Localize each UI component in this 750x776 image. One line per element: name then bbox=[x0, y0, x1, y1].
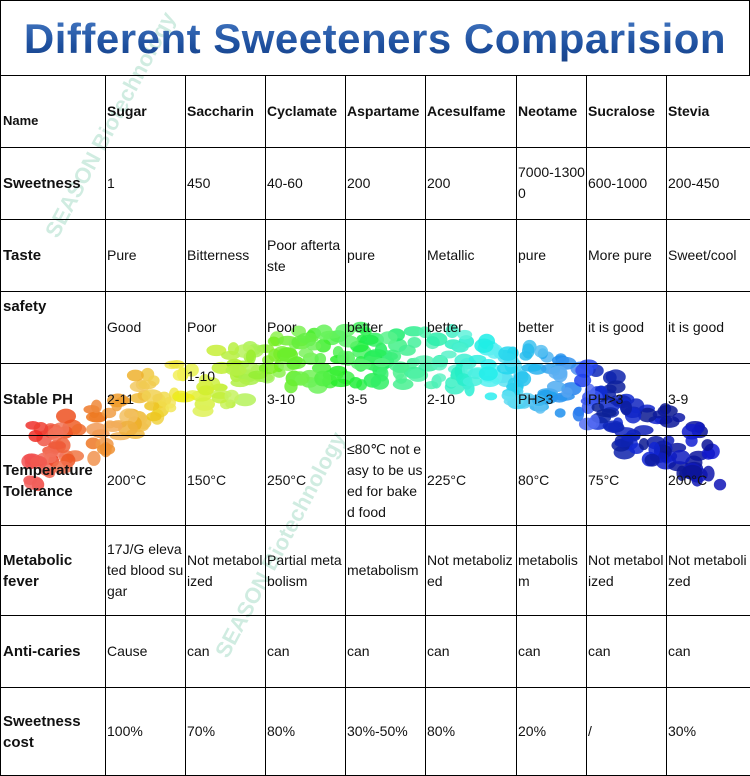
table-cell: metabolism bbox=[517, 526, 587, 616]
table-cell: 250°C bbox=[266, 436, 346, 526]
table-cell: 30% bbox=[667, 688, 750, 776]
table-cell: can bbox=[346, 616, 426, 688]
table-cell: 40-60 bbox=[266, 148, 346, 220]
table-cell: Poor bbox=[186, 292, 266, 364]
title: Different Sweeteners Comparision bbox=[0, 0, 750, 75]
table-cell: 17J/G elevated blood sugar bbox=[106, 526, 186, 616]
table-cell: better bbox=[346, 292, 426, 364]
table-cell: 3-10 bbox=[266, 364, 346, 436]
table-cell: 3-9 bbox=[667, 364, 750, 436]
table-cell: metabolism bbox=[346, 526, 426, 616]
table-cell: 30%-50% bbox=[346, 688, 426, 776]
table-cell: can bbox=[266, 616, 346, 688]
table-cell: 2-11 bbox=[106, 364, 186, 436]
table-cell: 200 bbox=[346, 148, 426, 220]
table-cell: 225°C bbox=[426, 436, 517, 526]
table-cell: Bitterness bbox=[186, 220, 266, 292]
table-cell: Not metabolized bbox=[186, 526, 266, 616]
row-label: safety bbox=[1, 292, 106, 364]
table-cell: better bbox=[426, 292, 517, 364]
table-cell: can bbox=[587, 616, 667, 688]
table-cell: 1-10 bbox=[186, 364, 266, 436]
table-cell: ≤80℃ not easy to be used for baked food bbox=[346, 436, 426, 526]
table-cell: Not metabolized bbox=[426, 526, 517, 616]
row-label: Metabolic fever bbox=[1, 526, 106, 616]
table-cell: 200 bbox=[426, 148, 517, 220]
table-cell: More pure bbox=[587, 220, 667, 292]
table-cell: Not metabolized bbox=[587, 526, 667, 616]
table-cell: pure bbox=[346, 220, 426, 292]
header-cell: Neotame bbox=[517, 76, 587, 148]
row-label: Anti-caries bbox=[1, 616, 106, 688]
table-cell: 2-10 bbox=[426, 364, 517, 436]
header-cell: Stevia bbox=[667, 76, 750, 148]
table-cell: better bbox=[517, 292, 587, 364]
table-cell: can bbox=[667, 616, 750, 688]
table-cell: 20% bbox=[517, 688, 587, 776]
table-cell: Pure bbox=[106, 220, 186, 292]
table-cell: 80% bbox=[426, 688, 517, 776]
table-cell: 200°C bbox=[106, 436, 186, 526]
table-cell: 200-450 bbox=[667, 148, 750, 220]
table-cell: 70% bbox=[186, 688, 266, 776]
table-cell: PH>3 bbox=[587, 364, 667, 436]
table-cell: Metallic bbox=[426, 220, 517, 292]
table-cell: PH>3 bbox=[517, 364, 587, 436]
table-cell: 200°C bbox=[667, 436, 750, 526]
table-cell: 7000-13000 bbox=[517, 148, 587, 220]
table-cell: Cause bbox=[106, 616, 186, 688]
table-cell: it is good bbox=[587, 292, 667, 364]
table-cell: Partial metabolism bbox=[266, 526, 346, 616]
table-cell: 3-5 bbox=[346, 364, 426, 436]
table-cell: / bbox=[587, 688, 667, 776]
row-label: Temperature Tolerance bbox=[1, 436, 106, 526]
table-cell: Sweet/cool bbox=[667, 220, 750, 292]
table-cell: 100% bbox=[106, 688, 186, 776]
table-cell: Poor aftertaste bbox=[266, 220, 346, 292]
row-label: Sweetness cost bbox=[1, 688, 106, 776]
header-cell: Cyclamate bbox=[266, 76, 346, 148]
table-cell: 75°C bbox=[587, 436, 667, 526]
header-cell: Acesulfame bbox=[426, 76, 517, 148]
row-label: Taste bbox=[1, 220, 106, 292]
header-cell: Saccharin bbox=[186, 76, 266, 148]
table-cell: Not metabolized bbox=[667, 526, 750, 616]
header-cell: Sugar bbox=[106, 76, 186, 148]
header-cell: Name bbox=[1, 76, 106, 148]
table-cell: 1 bbox=[106, 148, 186, 220]
row-label: Stable PH bbox=[1, 364, 106, 436]
table-cell: Good bbox=[106, 292, 186, 364]
table-cell: it is good bbox=[667, 292, 750, 364]
header-cell: Aspartame bbox=[346, 76, 426, 148]
table-cell: pure bbox=[517, 220, 587, 292]
header-cell: Sucralose bbox=[587, 76, 667, 148]
table-cell: can bbox=[186, 616, 266, 688]
table-cell: 80°C bbox=[517, 436, 587, 526]
table-cell: 150°C bbox=[186, 436, 266, 526]
table-cell: can bbox=[517, 616, 587, 688]
row-label: Sweetness bbox=[1, 148, 106, 220]
table-cell: 600-1000 bbox=[587, 148, 667, 220]
table-cell: Poor bbox=[266, 292, 346, 364]
table-cell: 450 bbox=[186, 148, 266, 220]
table-cell: 80% bbox=[266, 688, 346, 776]
table-cell: can bbox=[426, 616, 517, 688]
